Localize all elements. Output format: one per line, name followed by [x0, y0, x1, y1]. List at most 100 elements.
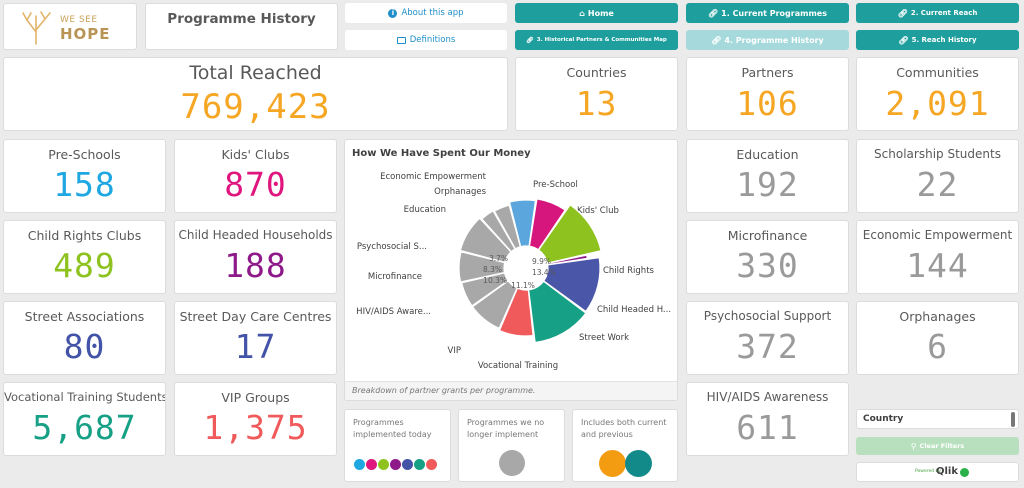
- slice-label: HIV/AIDS Aware...: [356, 307, 431, 317]
- historical-map-label: 3. Historical Partners & Communities Map: [536, 37, 667, 43]
- home-label: Home: [587, 8, 614, 18]
- kpi-value: 1,375: [203, 408, 308, 447]
- country-filter-label: Country: [863, 414, 904, 424]
- link-icon: 🔗︎: [711, 35, 722, 45]
- slice-label: Psychosocial S...: [357, 242, 427, 252]
- slice-value-label: 10.3%: [483, 276, 507, 285]
- kpi-value: 611: [736, 408, 799, 447]
- link-icon: 🔗︎: [898, 35, 909, 45]
- kpi-value: 106: [736, 84, 799, 123]
- filter-scrollbar[interactable]: [1011, 412, 1015, 427]
- kpi-street-associations: Street Associations 80: [3, 301, 166, 375]
- logo-text-bottom: HOPE: [60, 25, 111, 43]
- clear-filters-label: Clear Filters: [919, 442, 965, 450]
- powered-by-label: Powered by: [915, 469, 942, 474]
- about-link[interactable]: i About this app: [345, 3, 507, 23]
- kpi-label: Education: [736, 147, 799, 162]
- orange-swatch: [599, 450, 626, 477]
- grey-swatch: [499, 450, 525, 476]
- kpi-child-headed-households: Child Headed Households 188: [174, 220, 337, 294]
- historical-map-button[interactable]: 🔗︎ 3. Historical Partners & Communities M…: [515, 30, 678, 50]
- kpi-value: 5,687: [32, 408, 137, 447]
- pie-slice[interactable]: [528, 280, 587, 344]
- slice-value-label: 3.7%: [489, 254, 508, 263]
- kpi-label: Partners: [741, 65, 794, 80]
- kpi-child-rights-clubs: Child Rights Clubs 489: [3, 220, 166, 294]
- pie-slice[interactable]: [537, 204, 602, 264]
- link-icon: 🔗︎: [526, 36, 534, 44]
- kpi-psychosocial: Psychosocial Support 372: [686, 301, 849, 375]
- legend-current: Programmes implemented today: [344, 409, 451, 482]
- qlik-mark-icon: [960, 468, 969, 477]
- kpi-value: 489: [53, 246, 116, 285]
- kpi-label: Vocational Training Students: [4, 390, 166, 404]
- legend-both: Includes both current and previous: [572, 409, 678, 482]
- programme-history-label: 4. Programme History: [724, 35, 824, 45]
- pie-slice[interactable]: [498, 287, 534, 337]
- kpi-scholarship: Scholarship Students 22: [856, 139, 1019, 213]
- slice-label: Child Rights: [603, 266, 655, 276]
- current-programmes-button[interactable]: 🔗︎ 1. Current Programmes: [686, 3, 849, 23]
- pie-chart[interactable]: Pre-School Kids' Club Child Rights Child He…: [345, 140, 678, 380]
- slice-label: Vocational Training: [478, 361, 558, 371]
- kpi-value: 769,423: [180, 87, 331, 127]
- kpi-communities: Communities 2,091: [856, 57, 1019, 131]
- pie-slice[interactable]: [459, 217, 512, 264]
- kpi-label: Economic Empowerment: [862, 228, 1013, 242]
- pie-slice[interactable]: [528, 198, 566, 251]
- kpi-orphanages: Orphanages 6: [856, 301, 1019, 375]
- current-reach-label: 2. Current Reach: [910, 9, 978, 17]
- clear-filters-button[interactable]: ⚲ Clear Filters: [856, 437, 1019, 455]
- definitions-link[interactable]: Definitions: [345, 30, 507, 50]
- pie-slice[interactable]: [458, 251, 506, 283]
- kpi-value: 17: [234, 327, 277, 366]
- kpi-value: 330: [736, 246, 799, 285]
- home-button[interactable]: ⌂ Home: [515, 3, 678, 23]
- info-icon: i: [388, 8, 398, 18]
- reach-history-button[interactable]: 🔗︎ 5. Reach History: [856, 30, 1019, 50]
- kpi-label: Street Associations: [24, 309, 145, 324]
- kpi-total-reached: Total Reached 769,423: [3, 57, 508, 131]
- kpi-hiv-aids: HIV/AIDS Awareness 611: [686, 382, 849, 456]
- pie-slice[interactable]: [471, 280, 518, 330]
- swatch-dot: [354, 459, 365, 470]
- slice-label: Economic Empowerment: [380, 172, 487, 182]
- pie-slice[interactable]: [542, 257, 601, 313]
- home-icon: ⌂: [579, 8, 585, 18]
- slice-label: Microfinance: [368, 272, 422, 282]
- kpi-value: 2,091: [885, 84, 990, 123]
- kpi-label: Kids' Clubs: [221, 147, 290, 162]
- chart-caption-bar: Breakdown of partner grants per programm…: [345, 381, 677, 400]
- legend-previous: Programmes we no longer implement: [458, 409, 565, 482]
- kpi-label: Orphanages: [899, 309, 976, 324]
- pie-slice[interactable]: [480, 210, 516, 253]
- current-programmes-label: 1. Current Programmes: [721, 8, 827, 18]
- chart-caption: Breakdown of partner grants per programm…: [352, 386, 536, 395]
- kpi-education: Education 192: [686, 139, 849, 213]
- pie-slice[interactable]: [508, 199, 537, 248]
- slice-label: Street Work: [579, 333, 629, 343]
- pie-slice[interactable]: [493, 204, 522, 250]
- legend-caption: Programmes we no longer implement: [467, 418, 545, 439]
- current-reach-button[interactable]: 🔗︎ 2. Current Reach: [856, 3, 1019, 23]
- kpi-label: Microfinance: [727, 228, 808, 243]
- kpi-label: HIV/AIDS Awareness: [706, 390, 829, 404]
- kpi-value: 158: [53, 165, 116, 204]
- pie-slice[interactable]: [460, 272, 509, 307]
- kpi-kids-clubs: Kids' Clubs 870: [174, 139, 337, 213]
- kpi-countries: Countries 13: [515, 57, 678, 131]
- book-icon: [396, 36, 406, 44]
- legend-caption: Includes both current and previous: [581, 418, 667, 439]
- pie-slice[interactable]: [546, 254, 588, 266]
- country-filter[interactable]: Country: [856, 409, 1019, 429]
- kpi-value: 80: [63, 327, 106, 366]
- kpi-vocational-students: Vocational Training Students 5,687: [3, 382, 166, 456]
- teal-swatch: [625, 450, 652, 477]
- kpi-microfinance: Microfinance 330: [686, 220, 849, 294]
- programme-history-button[interactable]: 🔗︎ 4. Programme History: [686, 30, 849, 50]
- kpi-value: 188: [224, 246, 287, 285]
- qlik-badge[interactable]: Powered by Qlik: [856, 462, 1019, 482]
- kpi-value: 870: [224, 165, 287, 204]
- kpi-label: Pre-Schools: [48, 147, 121, 162]
- kpi-label: Psychosocial Support: [703, 309, 832, 323]
